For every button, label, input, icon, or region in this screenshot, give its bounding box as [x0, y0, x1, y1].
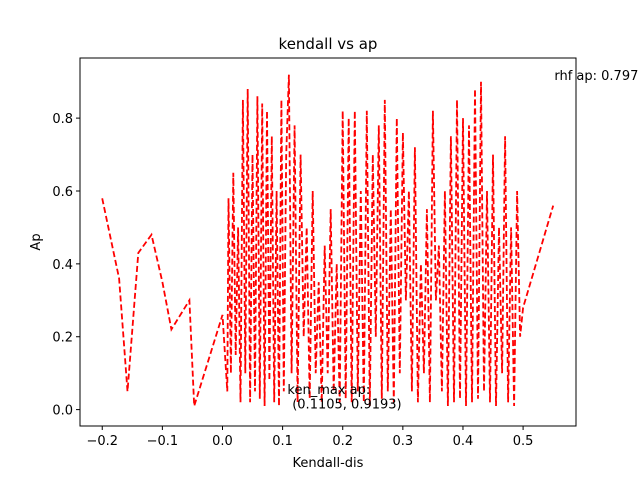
y-axis-label: Ap [29, 233, 44, 250]
annotation-text: ken_max ap: [287, 383, 370, 398]
chart-title: kendall vs ap [279, 35, 378, 53]
annotations: rhf ap: 0.797 ken_max ap:(0.1105, 0.9193) [287, 69, 638, 413]
x-tick-label: 0.0 [212, 434, 233, 449]
x-tick-label: 0.3 [393, 434, 414, 449]
y-ticks: 0.0 0.2 0.4 0.6 0.8 [52, 112, 80, 419]
series-line [101, 74, 555, 407]
x-tick-label: 0.2 [332, 434, 353, 449]
y-tick-label: 0.8 [52, 112, 73, 127]
x-ticks: −0.2 −0.1 0.0 0.1 0.2 0.3 0.4 0.5 [86, 426, 533, 449]
x-tick-label: −0.1 [147, 434, 179, 449]
y-tick-label: 0.2 [52, 331, 73, 346]
x-tick-label: 0.1 [272, 434, 293, 449]
x-tick-label: 0.5 [513, 434, 534, 449]
axes-frame [79, 57, 577, 427]
x-tick-label: −0.2 [86, 434, 118, 449]
y-tick-label: 0.0 [52, 404, 73, 419]
y-tick-label: 0.6 [52, 185, 73, 200]
x-axis-label: Kendall-dis [293, 456, 364, 471]
y-tick-label: 0.4 [52, 258, 73, 273]
annotation-text: (0.1105, 0.9193) [292, 398, 401, 413]
annotation-text: rhf ap: 0.797 [554, 69, 638, 84]
x-tick-label: 0.4 [453, 434, 474, 449]
